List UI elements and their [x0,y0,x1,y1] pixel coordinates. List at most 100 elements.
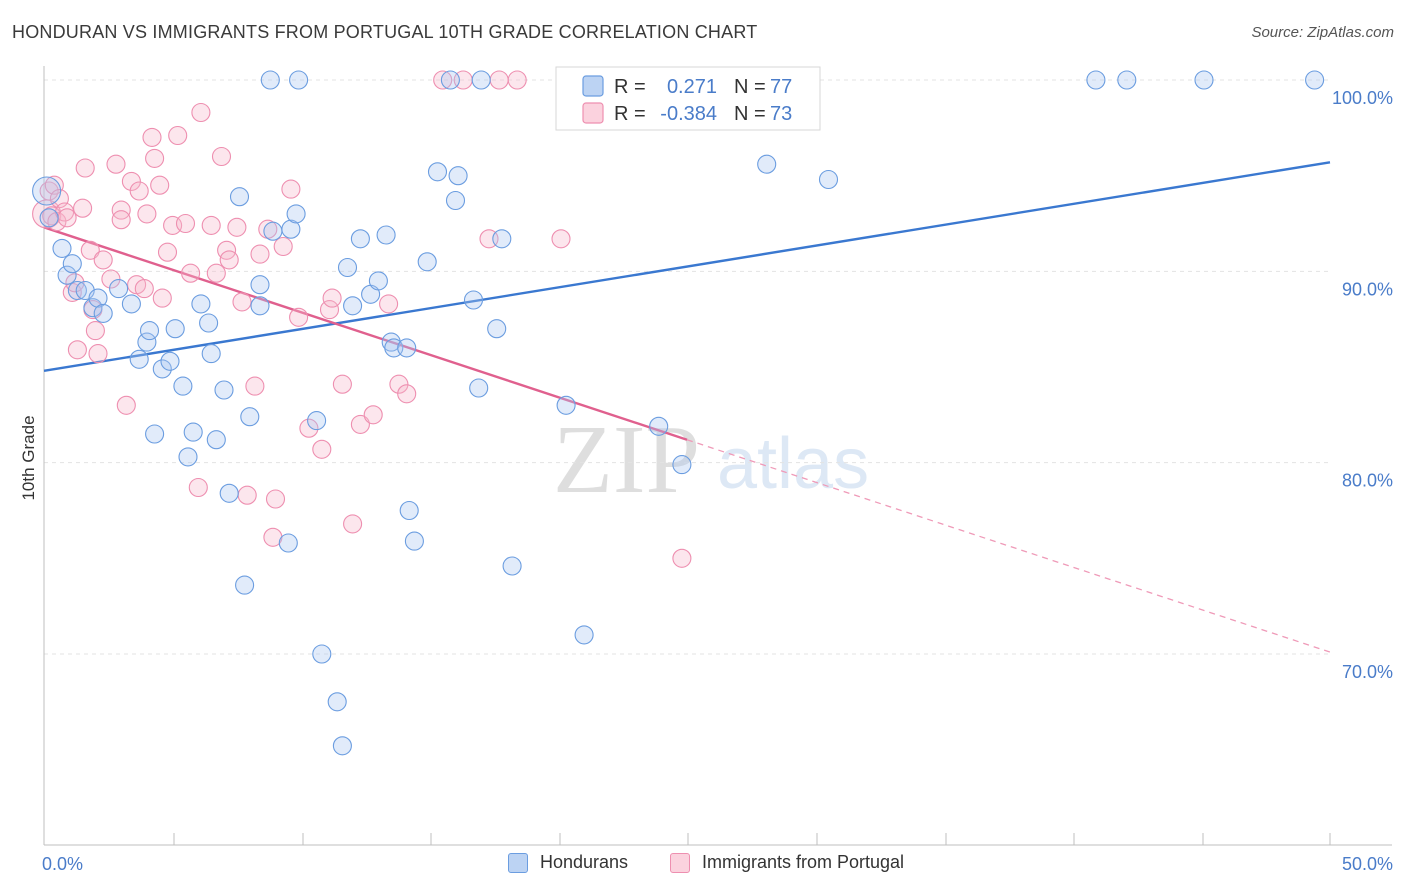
honduran-point [139,321,160,341]
legend-r-value-1: 0.271 [667,76,717,98]
bottom-legend-swatch-hondurans [508,852,528,873]
portugal-point [145,148,165,168]
legend-n-value-2: 73 [770,103,792,125]
portugal-point [237,485,257,505]
bottom-legend-label-portugal: Immigrants from Portugal [702,852,905,872]
honduran-point [219,483,239,503]
honduran-point [327,692,347,712]
watermark-atlas: atlas [717,424,869,504]
portugal-point [101,269,121,289]
honduran-point [235,575,255,595]
legend-r-label-2: R = [614,103,646,125]
honduran-point [109,279,129,299]
gridlines [44,79,1330,655]
y-tick-label: 80.0% [1342,471,1393,491]
portugal-point [312,439,332,459]
portugal-point [332,374,352,394]
honduran-point [487,319,507,339]
portugal-point [507,70,527,90]
portugal-point [219,250,239,270]
portugal-point [168,125,188,146]
honduran-point [62,254,82,274]
legend-n-value-1: 77 [770,76,792,98]
honduran-point [88,288,108,308]
portugal-point [379,294,399,314]
portugal-point [397,384,417,404]
portugal-point [152,288,172,308]
correlation-legend: R = 0.271 N = 77 R = -0.384 N = 73 [555,66,821,131]
honduran-point [343,296,363,316]
honduran-point [332,736,352,756]
portugal-point [227,217,247,237]
honduran-point [160,351,180,371]
honduran-point [260,70,280,90]
portugal-point [265,489,286,509]
portugal-point [39,181,59,201]
honduran-point [1194,70,1214,90]
portugal-point [191,102,211,123]
y-axis-label: 10th Grade [19,415,38,500]
honduran-point [757,154,777,174]
honduran-point [240,407,260,427]
portugal-point [93,250,113,270]
portugal-point [106,154,126,174]
honduran-point [1117,70,1137,90]
portugal-point [80,240,100,260]
honduran-point [289,70,309,90]
honduran-point [263,221,283,241]
honduran-trend-line [43,161,1331,373]
portugal-point [121,171,141,191]
portugal-point [57,208,77,228]
portugal-point [42,206,62,226]
legend-swatch-portugal [582,102,604,124]
honduran-point [83,298,103,318]
honduran-point [1086,70,1106,90]
legend-r-label-1: R = [614,76,646,98]
portugal-point [137,204,157,224]
axes [43,66,1392,846]
portugal-point [75,158,95,178]
portugal-trend-extension [686,439,1331,653]
portugal-point [206,263,226,283]
honduran-point [307,411,327,431]
honduran-point [556,395,576,415]
honduran-point [191,294,211,314]
portugal-point [85,321,105,341]
honduran-point [152,359,172,379]
portugal-point [363,405,383,425]
honduran-point [281,219,301,239]
honduran-point [129,349,149,369]
honduran-point [368,271,388,291]
portugal-point [73,198,93,218]
honduran-point [417,252,437,272]
portugal-point [188,477,208,498]
honduran-point [404,531,424,551]
portugal-point [433,70,453,90]
honduran-point [440,70,460,90]
honduran-point [448,166,468,186]
honduran-point [199,313,219,333]
portugal-point [129,181,149,201]
honduran-point [350,229,370,249]
portugal-point [551,229,571,249]
portugal-point [65,273,85,293]
portugal-point [281,179,301,199]
portugal-point [232,292,252,312]
honduran-point [337,257,358,278]
honduran-point [469,378,489,398]
honduran-point [206,430,226,450]
y-tick-label: 70.0% [1342,662,1393,682]
honduran-point [286,204,306,224]
portugal-point [489,70,509,90]
portugal-point [150,175,170,195]
portugal-point [319,300,340,320]
portugal-point [250,244,270,264]
honduran-point [145,424,165,444]
honduran-point [229,187,250,207]
honduran-point [492,229,512,249]
honduran-point [93,303,113,323]
legend-r-value-2: -0.384 [660,103,717,125]
source-label: Source: ZipAtlas.com [1251,24,1394,41]
portugal-point [389,374,409,394]
bottom-legend-item-hondurans: Hondurans [508,852,628,873]
